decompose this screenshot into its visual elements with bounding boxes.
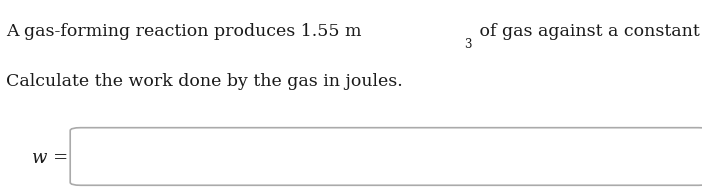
Text: A gas-forming reaction produces 1.55 m: A gas-forming reaction produces 1.55 m <box>6 23 361 40</box>
Text: of gas against a constant pressure of 177.0 kPa.: of gas against a constant pressure of 17… <box>474 23 702 40</box>
FancyBboxPatch shape <box>70 128 702 185</box>
Text: Calculate the work done by the gas in joules.: Calculate the work done by the gas in jo… <box>6 73 402 90</box>
Text: 3: 3 <box>464 38 472 51</box>
Text: w =: w = <box>32 149 68 167</box>
